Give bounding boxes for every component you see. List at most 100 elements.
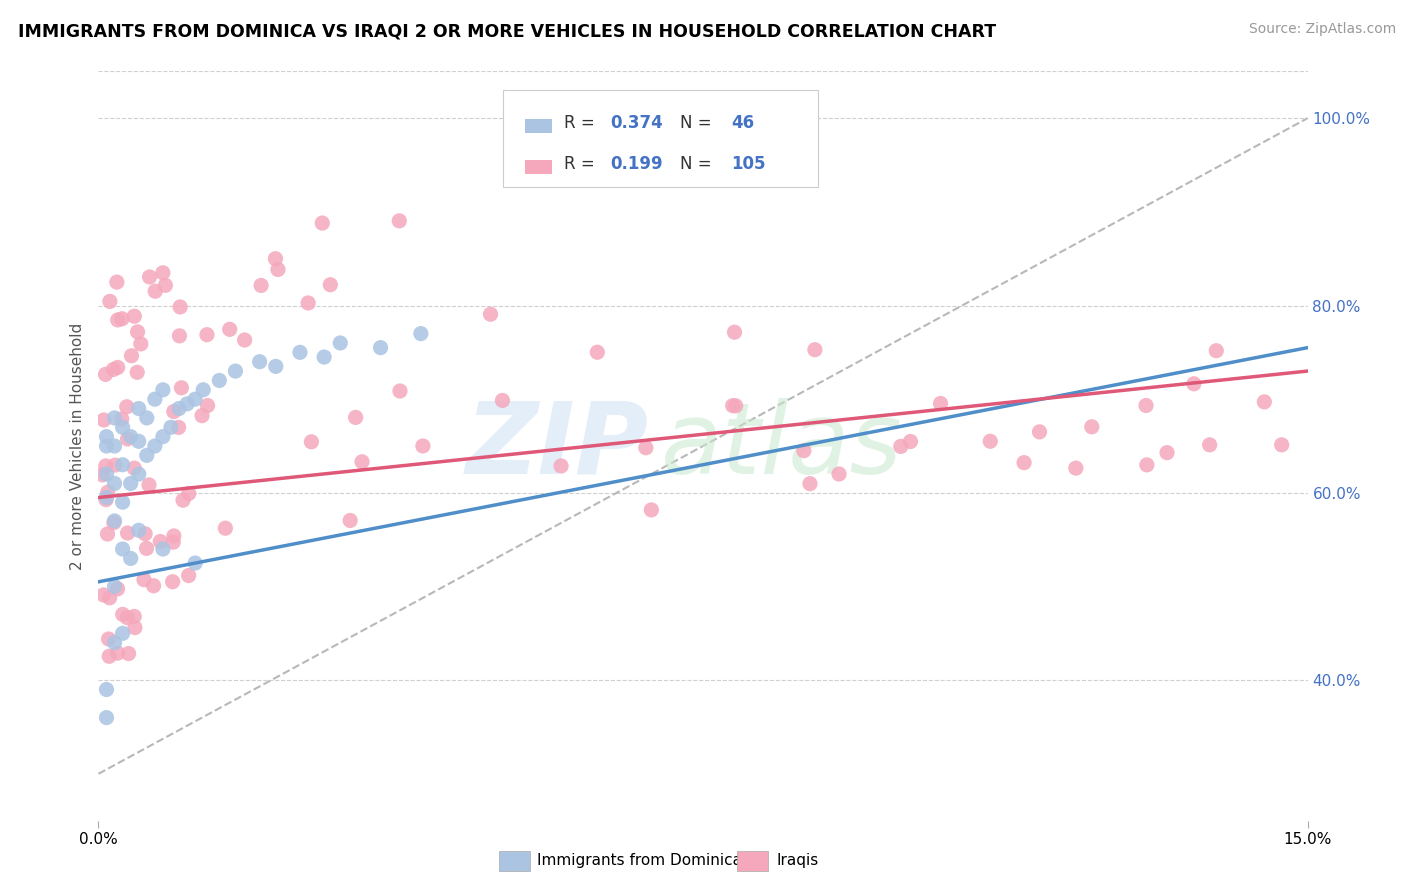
Point: [128, 467, 150, 482]
Point: [224, 364, 246, 378]
Point: [319, 277, 342, 292]
Point: [120, 430, 142, 444]
Point: [124, 461, 146, 475]
Point: [724, 399, 747, 413]
Point: [135, 449, 157, 463]
Point: [122, 609, 145, 624]
Point: [979, 434, 1001, 449]
Point: [162, 535, 184, 549]
Point: [311, 216, 333, 230]
Point: [96, 527, 118, 541]
Point: [96, 439, 118, 453]
Point: [111, 495, 134, 509]
Point: [121, 349, 143, 363]
Text: N =: N =: [681, 155, 717, 173]
Point: [1064, 461, 1087, 475]
Point: [152, 266, 174, 280]
Point: [167, 420, 190, 434]
Text: 0.199: 0.199: [610, 155, 662, 173]
Point: [115, 400, 138, 414]
Point: [124, 621, 146, 635]
Point: [96, 711, 118, 725]
Point: [409, 326, 432, 341]
Point: [160, 420, 183, 434]
FancyBboxPatch shape: [503, 90, 818, 187]
Point: [111, 412, 134, 426]
Point: [267, 262, 290, 277]
Text: 105: 105: [731, 155, 765, 173]
Text: Immigrants from Dominica: Immigrants from Dominica: [537, 854, 742, 868]
Point: [163, 529, 186, 543]
Point: [314, 350, 336, 364]
Point: [128, 401, 150, 416]
Point: [162, 574, 184, 589]
Point: [299, 434, 322, 449]
Point: [94, 368, 117, 382]
Point: [135, 541, 157, 556]
Point: [184, 392, 207, 407]
Point: [111, 311, 134, 326]
Point: [96, 491, 118, 505]
Point: [388, 214, 411, 228]
Point: [233, 333, 256, 347]
Point: [103, 410, 125, 425]
Point: [120, 551, 142, 566]
Bar: [526, 160, 553, 174]
Point: [143, 439, 166, 453]
Point: [103, 362, 125, 376]
Point: [152, 383, 174, 397]
Point: [1198, 438, 1220, 452]
Point: [96, 682, 118, 697]
Point: [132, 573, 155, 587]
Text: IMMIGRANTS FROM DOMINICA VS IRAQI 2 OR MORE VEHICLES IN HOUSEHOLD CORRELATION CH: IMMIGRANTS FROM DOMINICA VS IRAQI 2 OR M…: [18, 22, 997, 40]
Point: [388, 384, 411, 398]
Point: [117, 610, 139, 624]
Point: [104, 458, 127, 472]
Point: [127, 365, 149, 379]
Point: [128, 434, 150, 449]
Point: [370, 341, 392, 355]
Point: [98, 649, 121, 664]
Point: [143, 392, 166, 407]
Point: [128, 523, 150, 537]
Point: [929, 396, 952, 410]
Point: [1271, 438, 1294, 452]
Point: [634, 441, 657, 455]
Point: [91, 467, 114, 482]
Point: [208, 374, 231, 388]
Point: [152, 430, 174, 444]
Point: [412, 439, 434, 453]
Point: [721, 399, 744, 413]
Point: [138, 269, 160, 284]
Point: [103, 439, 125, 453]
Point: [491, 393, 513, 408]
Point: [828, 467, 851, 481]
Point: [155, 278, 177, 293]
Point: [94, 458, 117, 473]
Y-axis label: 2 or more Vehicles in Household: 2 or more Vehicles in Household: [70, 322, 86, 570]
Point: [111, 541, 134, 557]
Point: [352, 455, 374, 469]
Point: [111, 420, 134, 434]
Point: [107, 360, 129, 375]
Text: ZIP: ZIP: [465, 398, 648, 494]
Point: [93, 413, 115, 427]
Point: [103, 514, 125, 528]
Point: [97, 632, 120, 646]
Point: [169, 329, 191, 343]
Point: [264, 359, 287, 374]
Point: [135, 410, 157, 425]
Point: [134, 526, 156, 541]
Point: [107, 313, 129, 327]
Point: [479, 307, 502, 321]
Point: [890, 439, 912, 453]
Point: [124, 309, 146, 323]
Point: [152, 541, 174, 557]
Point: [1081, 419, 1104, 434]
Point: [1012, 456, 1035, 470]
Point: [1205, 343, 1227, 358]
Point: [149, 534, 172, 549]
Point: [143, 284, 166, 298]
Point: [170, 381, 193, 395]
Point: [249, 355, 271, 369]
